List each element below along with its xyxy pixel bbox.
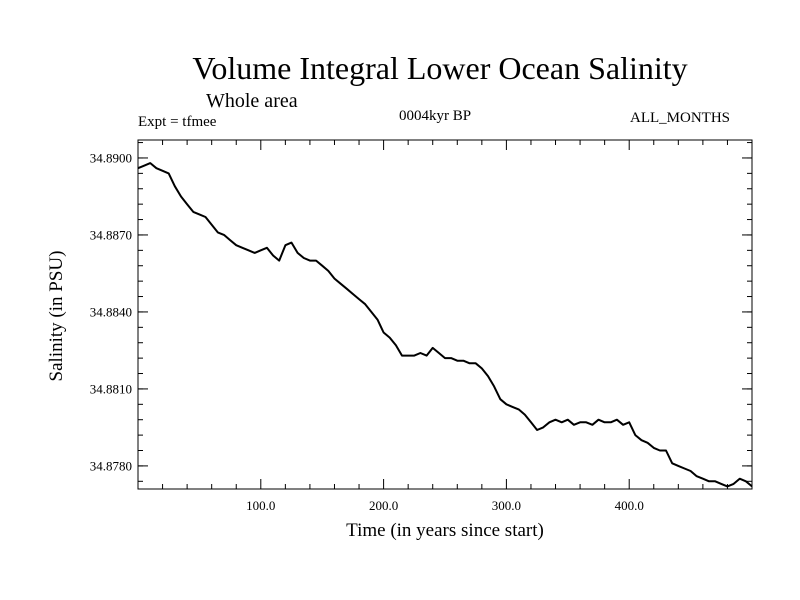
data-series — [137, 162, 753, 488]
y-tick-label: 34.8900 — [90, 150, 132, 165]
x-tick-label: 300.0 — [492, 498, 521, 513]
axis-ticks: 100.0 200.0 300.0 400.0 34.8780 34.8810 34.884… — [90, 140, 752, 513]
chart-subtitle: Whole area — [206, 90, 298, 112]
experiment-label: Expt = tfmee — [138, 114, 217, 130]
chart-title: Volume Integral Lower Ocean Salinity — [192, 50, 688, 86]
x-tick-label: 400.0 — [615, 498, 644, 513]
x-axis-label: Time (in years since start) — [346, 520, 544, 541]
series-line — [137, 162, 753, 488]
x-tick-label: 100.0 — [246, 498, 275, 513]
y-tick-label: 34.8810 — [90, 381, 132, 396]
y-tick-label: 34.8870 — [90, 227, 132, 242]
x-tick-label: 200.0 — [369, 498, 398, 513]
plot-frame — [137, 139, 753, 490]
period-label: 0004kyr BP — [399, 108, 472, 124]
y-tick-label: 34.8840 — [90, 304, 132, 319]
y-tick-label: 34.8780 — [90, 458, 132, 473]
months-label: ALL_MONTHS — [630, 110, 730, 126]
